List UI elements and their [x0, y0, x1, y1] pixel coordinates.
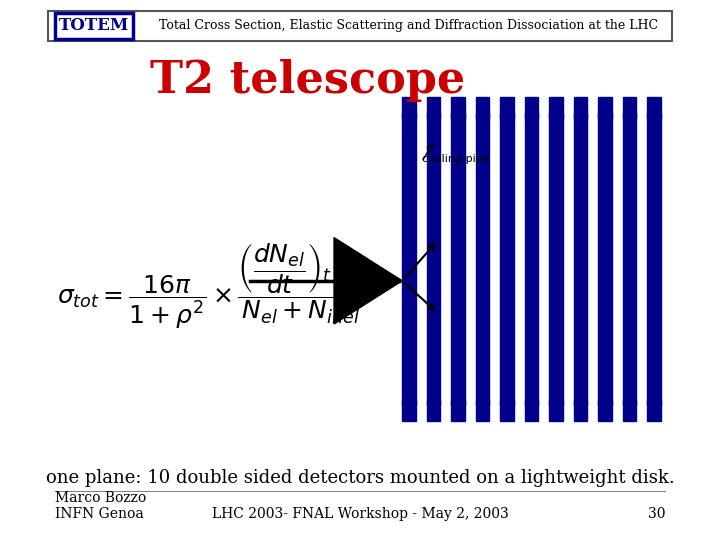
Bar [598, 400, 611, 421]
Bar [451, 400, 464, 421]
Bar [549, 113, 562, 405]
Bar [500, 97, 513, 119]
Bar [451, 97, 464, 119]
Bar [549, 97, 562, 119]
Text: $\sigma_{tot} = \dfrac{16\pi}{1+\rho^{2}} \times \dfrac{\left(\dfrac{dN_{el}}{dt: $\sigma_{tot} = \dfrac{16\pi}{1+\rho^{2}… [57, 241, 364, 331]
Bar [402, 97, 415, 119]
Bar [574, 113, 587, 405]
Text: 30: 30 [648, 507, 665, 521]
Bar [500, 400, 513, 421]
Text: cooling pipe: cooling pipe [422, 154, 490, 164]
Bar [48, 11, 672, 40]
Bar [476, 113, 489, 405]
Bar [574, 97, 587, 119]
Bar [623, 113, 636, 405]
Bar [549, 400, 562, 421]
Bar [427, 113, 440, 405]
Bar [451, 113, 464, 405]
Bar [476, 400, 489, 421]
Bar [476, 97, 489, 119]
Bar [55, 13, 132, 39]
Bar [574, 400, 587, 421]
Bar [647, 113, 661, 405]
Bar [623, 400, 636, 421]
Text: Total Cross Section, Elastic Scattering and Diffraction Dissociation at the LHC: Total Cross Section, Elastic Scattering … [159, 19, 658, 32]
Text: T2 telescope: T2 telescope [150, 59, 466, 103]
Bar [647, 97, 661, 119]
Bar [402, 113, 415, 405]
Bar [500, 113, 513, 405]
Text: Marco Bozzo
INFN Genoa: Marco Bozzo INFN Genoa [55, 491, 146, 521]
Bar [402, 400, 415, 421]
Bar [427, 97, 440, 119]
Bar [525, 97, 538, 119]
Bar [525, 113, 538, 405]
Bar [623, 97, 636, 119]
Text: TOTEM: TOTEM [59, 17, 129, 35]
Polygon shape [334, 238, 402, 324]
Text: LHC 2003- FNAL Workshop - May 2, 2003: LHC 2003- FNAL Workshop - May 2, 2003 [212, 507, 508, 521]
Bar [598, 97, 611, 119]
Text: one plane: 10 double sided detectors mounted on a lightweight disk.: one plane: 10 double sided detectors mou… [45, 469, 675, 487]
Bar [427, 400, 440, 421]
Bar [525, 400, 538, 421]
Bar [598, 113, 611, 405]
Bar [647, 400, 661, 421]
